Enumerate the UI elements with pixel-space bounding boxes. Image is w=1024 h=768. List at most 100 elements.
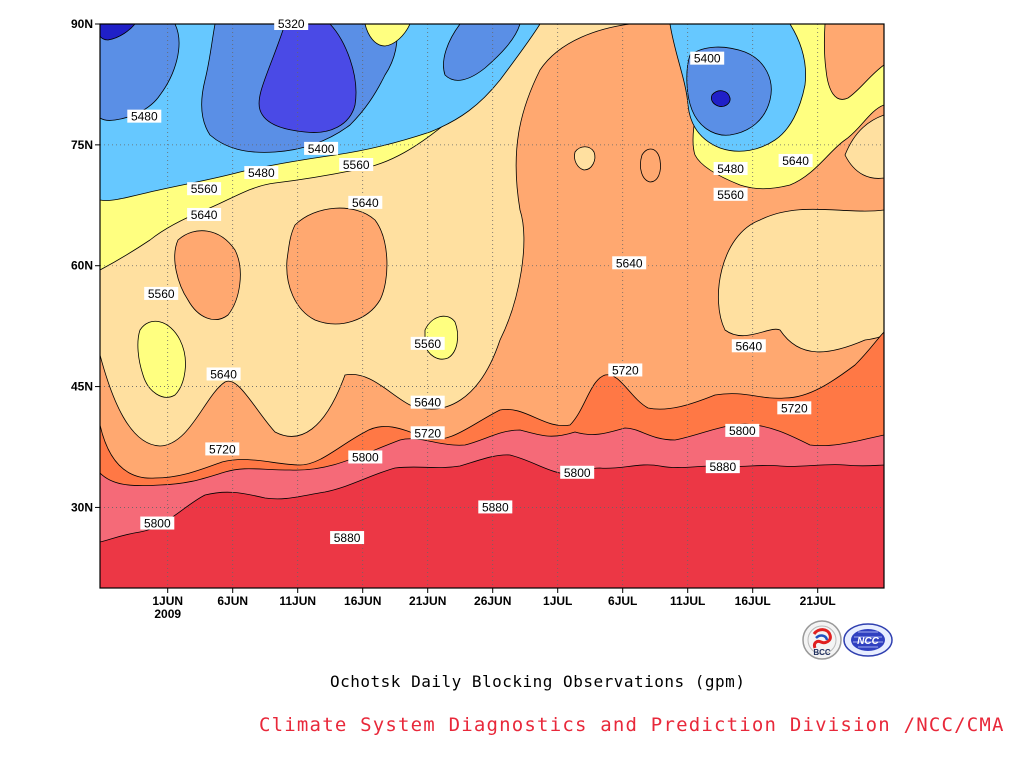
contour-label-text: 5640 [210, 367, 237, 381]
contour-label-5560: 5560 [339, 158, 374, 172]
contour-label-bg [608, 363, 643, 377]
contour-label-text: 5640 [782, 154, 809, 168]
bcc-logo-text: BCC [813, 648, 831, 657]
x-tick-label: 6JUN [217, 594, 248, 608]
x-tick-label: 21JUN [409, 594, 446, 608]
contour-label-5560: 5560 [144, 286, 179, 301]
contour-label-5400: 5400 [690, 51, 725, 66]
contour-label-5400: 5400 [304, 141, 339, 156]
contour-label-text: 5640 [414, 396, 441, 410]
contour-label-bg [244, 166, 279, 180]
contour-label-bg [713, 162, 748, 176]
contour-label-5640: 5640 [206, 367, 241, 381]
contour-label-text: 5720 [781, 401, 808, 415]
x-axis: 1JUN 6JUN 11JUN 16JUN 21JUN 26JUN 1JUL 6JUL 11JU… [152, 588, 836, 621]
contour-label-text: 5640 [191, 208, 218, 222]
contour-label-text: 5800 [144, 517, 171, 531]
contour-label-bg [410, 426, 445, 440]
island-yellow-3 [364, 24, 411, 47]
contour-label-5720: 5720 [205, 442, 240, 456]
contour-label-text: 5640 [616, 256, 643, 270]
contour-label-5800: 5800 [348, 450, 383, 464]
contour-label-5480: 5480 [713, 162, 748, 176]
ncc-logo: NCC [843, 623, 893, 657]
y-tick-label: 45N [71, 380, 93, 394]
contour-label-bg [713, 187, 748, 201]
contour-fills [100, 24, 884, 588]
contour-label-bg [478, 500, 513, 514]
contour-label-bg [690, 51, 725, 65]
contour-label-bg [330, 531, 365, 545]
contour-label-text: 5560 [414, 337, 441, 351]
contour-label-text: 5800 [352, 450, 379, 464]
contour-label-bg [339, 158, 374, 171]
contour-label-5880: 5880 [705, 460, 740, 474]
credit-line: Climate System Diagnostics and Predictio… [259, 714, 1005, 736]
contour-label-5880: 5880 [330, 531, 365, 545]
contour-label-text: 5880 [334, 531, 361, 545]
contour-label-5480: 5480 [127, 109, 162, 124]
contour-label-5560: 5560 [410, 336, 445, 351]
island-peach-2 [844, 114, 884, 179]
contour-label-bg [725, 423, 760, 437]
contour-label-bg [410, 336, 445, 350]
contour-label-text: 5560 [717, 188, 744, 202]
x-tick-label: 11JUL [670, 594, 705, 608]
plot-frame [99, 23, 885, 589]
contour-label-5800: 5800 [560, 465, 595, 480]
contour-label-text: 5720 [209, 442, 236, 456]
island-yellow-1 [137, 320, 186, 398]
contour-label-bg [778, 153, 813, 167]
contour-label-text: 5640 [735, 339, 762, 353]
contour-label-bg [304, 141, 339, 155]
contour-label-5640: 5640 [187, 207, 222, 222]
contour-label-5880: 5880 [478, 500, 513, 514]
contour-label-5640: 5640 [612, 256, 647, 270]
x-tick-label: 1JUN [152, 594, 183, 608]
island-orange-1 [174, 230, 241, 320]
contour-label-text: 5800 [729, 424, 756, 438]
y-axis: 30N 45N 60N 75N 90N [71, 17, 100, 514]
x-tick-label: 1JUL [543, 594, 572, 608]
contour-label-bg [206, 367, 241, 381]
island-orange-4 [823, 24, 884, 100]
contour-labels: 5320 5480 5400 5480 5560 5560 5640 5640 5560 5640… [127, 17, 813, 545]
contour-label-5720: 5720 [608, 363, 643, 377]
contour-label-bg [187, 182, 222, 196]
x-tick-label: 16JUL [735, 594, 771, 608]
x-tick-label: 6JUL [608, 594, 637, 608]
y-tick-label: 30N [71, 500, 93, 514]
contour-label-text: 5560 [343, 158, 370, 172]
contour-label-text: 5800 [564, 466, 591, 480]
contour-label-bg [140, 516, 175, 530]
contour-label-bg [348, 450, 383, 464]
contour-label-bg [410, 395, 445, 409]
bcc-logo: BCC [802, 620, 842, 660]
contour-label-5720: 5720 [777, 401, 812, 415]
contour-label-5640: 5640 [410, 395, 445, 410]
contour-label-text: 5400 [308, 142, 335, 156]
contour-label-bg [777, 401, 812, 415]
contour-label-5800: 5800 [725, 423, 760, 438]
contour-label-bg [705, 460, 740, 474]
contour-label-text: 5560 [148, 287, 175, 301]
x-tick-label: 16JUN [344, 594, 381, 608]
contour-label-text: 5720 [414, 426, 441, 440]
contour-label-5320: 5320 [274, 17, 309, 31]
contour-label-text: 5880 [482, 500, 509, 514]
contour-label-text: 5560 [191, 182, 218, 196]
chart-title: Ochotsk Daily Blocking Observations (gpm… [330, 672, 746, 691]
island-orange-3 [640, 148, 661, 183]
contour-label-5640: 5640 [778, 153, 813, 168]
contour-label-bg [731, 339, 766, 353]
contour-label-text: 5400 [694, 52, 721, 66]
contour-label-bg [127, 109, 162, 123]
contour-label-5640: 5640 [731, 339, 766, 353]
island-peach-1 [574, 146, 596, 171]
contour-label-bg [187, 207, 222, 221]
x-tick-label: 11JUN [279, 594, 316, 608]
contour-label-text: 5720 [612, 363, 639, 377]
x-tick-label: 26JUN [474, 594, 511, 608]
contour-label-bg [144, 286, 179, 300]
